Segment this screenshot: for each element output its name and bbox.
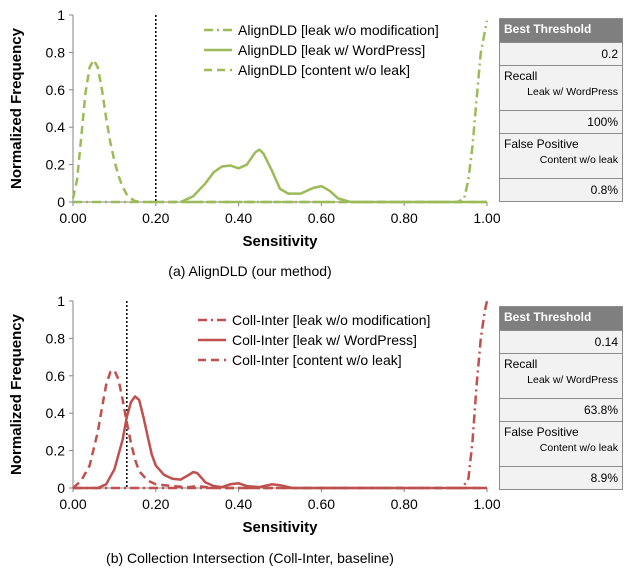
fp-sublabel: Content w/o leak (539, 442, 618, 454)
x-tick-label: 0.00 (59, 210, 86, 226)
y-tick-label: 0 (57, 480, 65, 496)
fp-label: False Positive (504, 137, 579, 151)
best-threshold-value: 0.2 (500, 42, 622, 65)
fp-value: 8.9% (500, 466, 622, 489)
recall-label-cell: Recall Leak w/ WordPress (500, 353, 622, 398)
series-line-dashed (72, 368, 487, 490)
recall-label: Recall (504, 69, 538, 83)
x-tick-label: 0.00 (59, 496, 86, 512)
legend-label: AlignDLD [content w/o leak] (238, 62, 410, 78)
y-tick-label: 0.2 (46, 157, 66, 173)
chart-panel-b: 0 0.2 0.4 0.6 0.8 1 0.00 0.20 0.40 0.60 0.80 1.00 Se… (0, 286, 626, 571)
chart-panel-a: 0 0.2 0.4 0.6 0.8 1 0.00 0.20 0.40 0.60 0.80 1.00 Se… (0, 0, 626, 285)
y-tick-label: 0.2 (46, 443, 66, 459)
y-tick-label: 0.6 (46, 368, 66, 384)
x-axis-label: Sensitivity (242, 519, 318, 536)
x-tick-label: 0.40 (225, 210, 252, 226)
y-tick-label: 1 (57, 293, 65, 309)
x-axis-label: Sensitivity (242, 233, 318, 250)
chart-a-svg: 0 0.2 0.4 0.6 0.8 1 0.00 0.20 0.40 0.60 0.80 1.00 Se… (8, 7, 500, 250)
x-tick-label: 0.20 (142, 210, 169, 226)
legend-label: Coll-Inter [leak w/ WordPress] (232, 332, 417, 348)
series-line-dashed (71, 58, 487, 204)
y-tick-label: 0.8 (46, 330, 66, 346)
y-tick-label: 0 (57, 194, 65, 210)
x-tick-label: 0.60 (308, 496, 335, 512)
recall-value: 100% (500, 110, 622, 133)
results-table-b: Best Threshold 0.14 Recall Leak w/ WordP… (499, 306, 623, 490)
series-line-solid (180, 148, 487, 204)
best-threshold-value: 0.14 (500, 330, 622, 353)
recall-label: Recall (504, 357, 538, 371)
best-threshold-label: Best Threshold (500, 307, 622, 330)
recall-value: 63.8% (500, 398, 622, 421)
x-tick-label: 0.20 (142, 496, 169, 512)
y-axis-label: Normalized Frequency (8, 27, 25, 189)
fp-label-cell: False Positive Content w/o leak (500, 421, 622, 466)
fp-sublabel: Content w/o leak (539, 154, 618, 166)
y-tick-label: 0.8 (46, 44, 66, 60)
legend-label: Coll-Inter [content w/o leak] (232, 352, 402, 368)
recall-sublabel: Leak w/ WordPress (527, 86, 618, 98)
x-tick-label: 0.60 (308, 210, 335, 226)
fp-label: False Positive (504, 425, 579, 439)
chart-b-svg: 0 0.2 0.4 0.6 0.8 1 0.00 0.20 0.40 0.60 0.80 1.00 Se… (8, 293, 500, 536)
recall-label-cell: Recall Leak w/ WordPress (500, 65, 622, 110)
fp-value: 0.8% (500, 178, 622, 201)
x-tick-label: 0.40 (225, 496, 252, 512)
series-line-solid (73, 395, 487, 490)
series-line-dashdot (73, 300, 489, 490)
y-tick-label: 0.4 (46, 119, 66, 135)
legend-label: AlignDLD [leak w/o modification] (238, 22, 439, 38)
best-threshold-label: Best Threshold (500, 19, 622, 42)
y-axis-label: Normalized Frequency (8, 313, 25, 475)
x-tick-label: 0.80 (391, 210, 418, 226)
legend-label: Coll-Inter [leak w/o modification] (232, 312, 430, 328)
x-tick-label: 1.00 (473, 496, 500, 512)
y-tick-label: 0.4 (46, 405, 66, 421)
legend-label: AlignDLD [leak w/ WordPress] (238, 42, 425, 58)
x-tick-label: 1.00 (473, 210, 500, 226)
x-tick-label: 0.80 (391, 496, 418, 512)
chart-b-caption: (b) Collection Intersection (Coll-Inter,… (106, 550, 394, 566)
fp-label-cell: False Positive Content w/o leak (500, 133, 622, 178)
results-table-a: Best Threshold 0.2 Recall Leak w/ WordPr… (499, 18, 623, 202)
chart-a-caption: (a) AlignDLD (our method) (168, 263, 332, 279)
y-tick-label: 1 (57, 7, 65, 23)
recall-sublabel: Leak w/ WordPress (527, 374, 618, 386)
y-tick-label: 0.6 (46, 82, 66, 98)
